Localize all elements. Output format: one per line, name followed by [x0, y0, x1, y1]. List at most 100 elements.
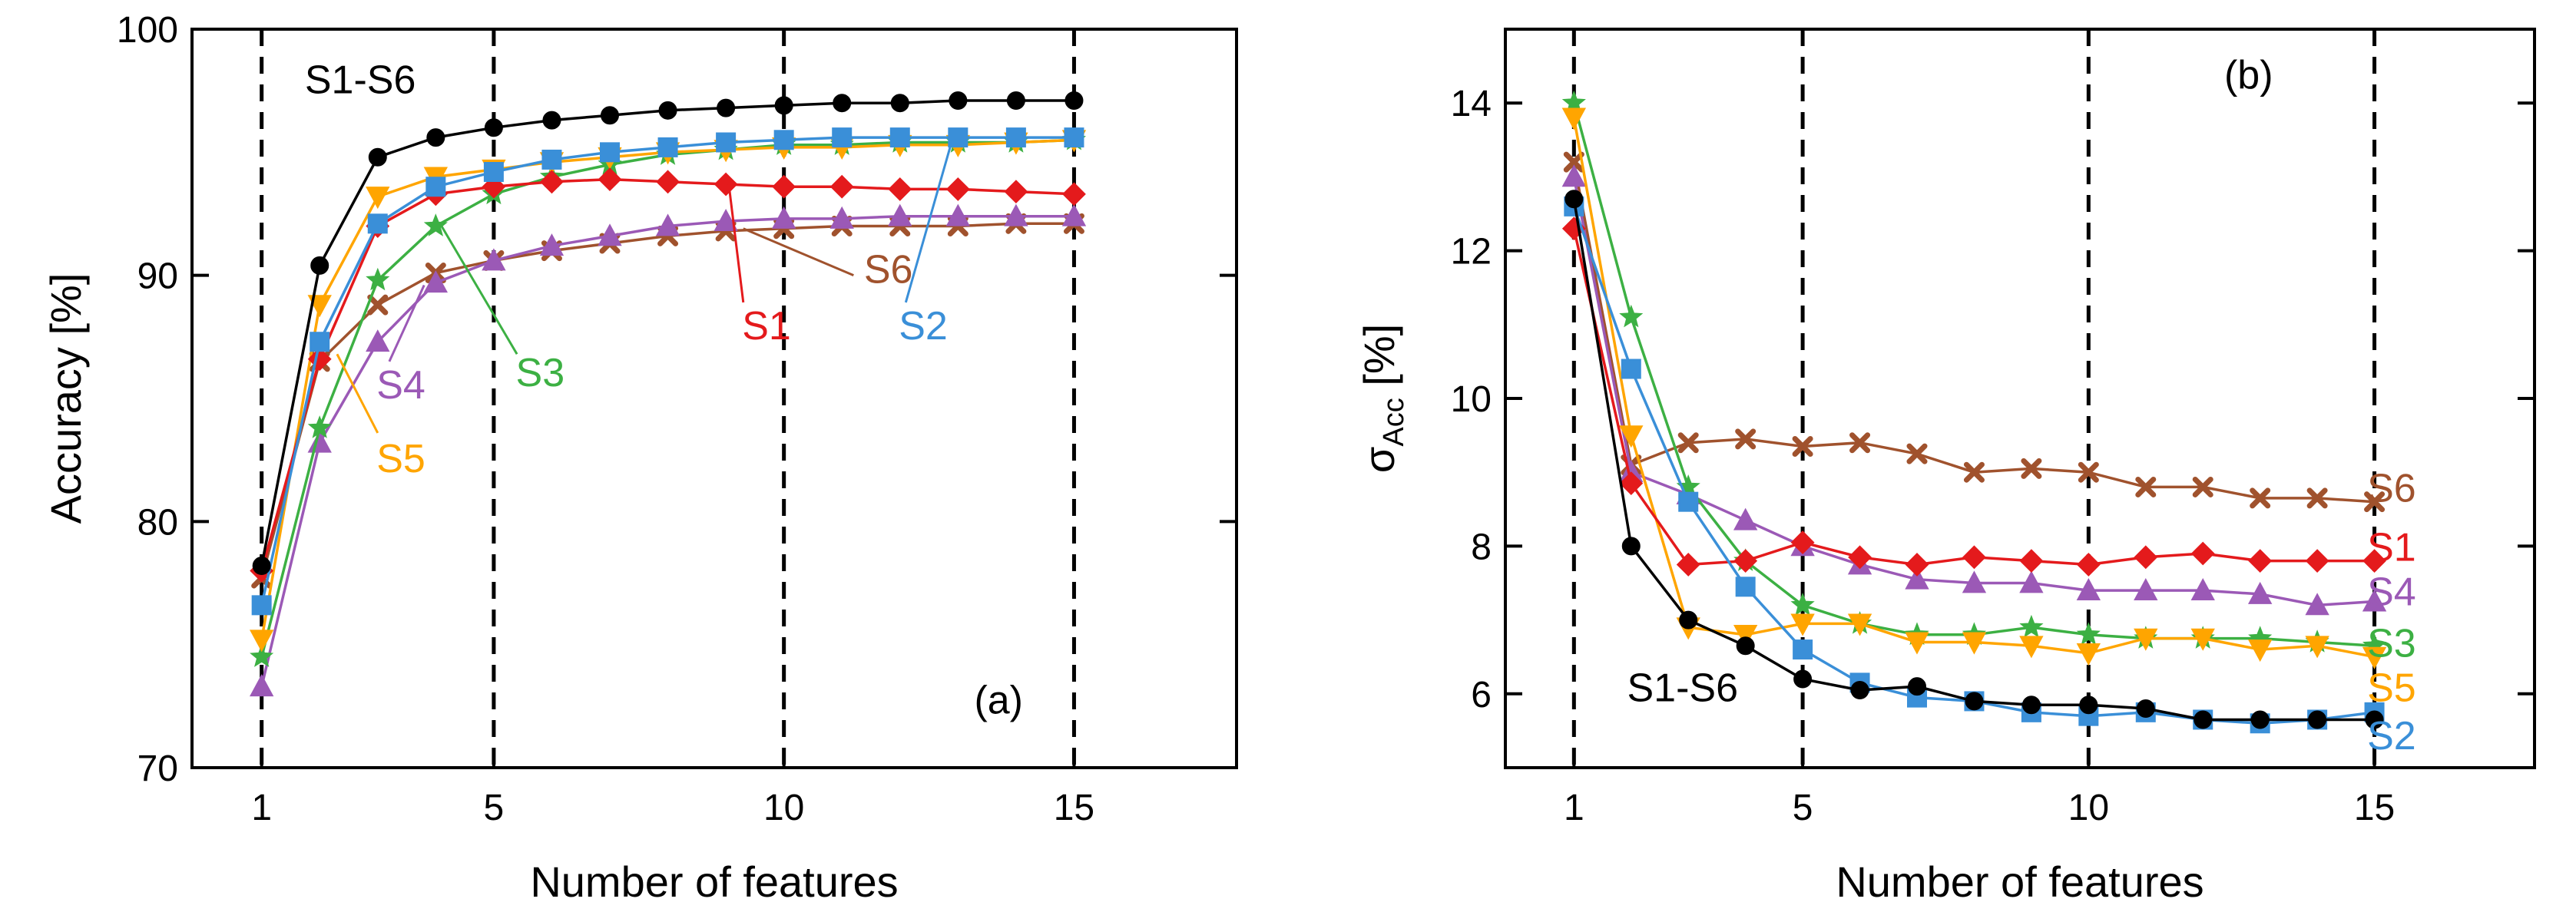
y-tick-label: 10	[1451, 379, 1492, 420]
data-point-s3	[1619, 304, 1644, 328]
y-tick-label: 100	[117, 10, 178, 51]
data-point-s4	[714, 209, 738, 232]
data-point-s5	[2076, 643, 2101, 666]
data-point-s1	[598, 167, 622, 192]
x-axis-label: Number of features	[1836, 857, 2204, 906]
data-point-s1	[1004, 180, 1028, 204]
series-annotation-s2: S2	[2367, 714, 2416, 758]
data-point-s1-s6	[2136, 699, 2155, 719]
y-tick-label: 6	[1471, 675, 1492, 715]
data-point-s5	[2247, 639, 2273, 663]
series-markers-s2	[251, 127, 1084, 616]
data-point-s1	[714, 172, 738, 197]
series-line-s4	[1572, 177, 2375, 607]
data-point-s1	[2248, 549, 2273, 573]
series-annotation-s1: S1	[742, 304, 791, 349]
data-point-s6	[1792, 436, 1813, 458]
data-point-s5	[366, 187, 390, 210]
data-point-s6	[1563, 151, 1584, 173]
data-point-s3	[2076, 622, 2101, 646]
data-point-s3	[423, 213, 448, 236]
data-point-s2	[600, 142, 620, 163]
data-point-s5	[2362, 646, 2387, 669]
data-point-s4	[2305, 593, 2329, 616]
data-point-s1	[1905, 553, 1929, 577]
data-point-s1-s6	[601, 106, 619, 125]
data-point-s1-s6	[2079, 696, 2098, 715]
series-annotation-s1-s6: S1-S6	[305, 58, 416, 102]
data-point-s4	[2134, 578, 2158, 601]
data-point-s2	[889, 127, 910, 148]
series-annotation-s3: S3	[516, 351, 565, 395]
data-point-s1	[1676, 553, 1700, 577]
data-point-s5	[249, 629, 274, 653]
leader-line-s2	[904, 139, 954, 303]
data-point-s1-s6	[542, 111, 561, 130]
data-point-s2	[1621, 359, 1641, 379]
data-point-s1-s6	[890, 94, 909, 113]
leader-line-s5	[336, 353, 379, 434]
y-tick-label: 70	[137, 748, 178, 789]
panel-label: (b)	[2224, 53, 2273, 97]
data-point-s1-s6	[1065, 91, 1084, 110]
data-point-s6	[1735, 428, 1757, 450]
data-point-s1-s6	[2308, 710, 2327, 729]
data-point-s1-s6	[717, 98, 736, 117]
y-tick-label: 80	[137, 502, 178, 543]
data-point-s1	[2362, 549, 2386, 573]
series-markers-s5	[1561, 107, 2387, 669]
data-point-s6	[1906, 443, 1928, 464]
data-point-s4	[1004, 203, 1028, 226]
series-markers-s4	[249, 203, 1087, 697]
series-markers-s6	[1563, 151, 2386, 513]
data-point-s6	[2192, 476, 2213, 497]
data-point-s4	[2247, 581, 2273, 604]
data-point-s4	[482, 248, 506, 271]
data-point-s4	[366, 329, 390, 352]
data-point-s1	[772, 174, 796, 199]
data-point-s1	[945, 177, 970, 201]
leader-line-s3	[440, 225, 518, 355]
series-annotation-s4: S4	[376, 363, 425, 408]
series-annotation-s1: S1	[2367, 526, 2416, 570]
data-point-s1-s6	[1679, 610, 1698, 629]
data-point-s1	[540, 170, 564, 194]
x-tick-label: 1	[1564, 788, 1584, 828]
series-annotation-s3: S3	[2367, 622, 2416, 666]
data-point-s1	[656, 170, 680, 194]
data-point-s1-s6	[1736, 636, 1755, 656]
data-point-s2	[1005, 127, 1026, 148]
data-point-s1-s6	[1006, 91, 1025, 110]
x-tick-label: 5	[484, 788, 505, 828]
data-point-s1	[2305, 549, 2329, 573]
x-tick-label: 10	[763, 788, 804, 828]
data-point-s2	[310, 332, 330, 352]
series-annotation-s5: S5	[2367, 666, 2416, 710]
data-point-s2	[773, 130, 794, 150]
data-point-s1-s6	[368, 147, 387, 167]
data-point-s1-s6	[658, 101, 677, 120]
data-point-s4	[598, 223, 622, 246]
plot-frame	[190, 28, 1238, 769]
data-point-s4	[1905, 567, 1929, 590]
data-point-s1-s6	[252, 557, 271, 576]
data-point-s2	[832, 127, 853, 148]
data-point-s4	[307, 430, 332, 453]
data-point-s5	[1733, 624, 1758, 647]
data-point-s6	[2021, 458, 2042, 479]
series-annotation-s2: S2	[899, 304, 948, 349]
series-markers-s1-s6	[1564, 190, 2384, 729]
data-point-s1-s6	[310, 256, 329, 275]
data-point-s2	[251, 595, 272, 616]
data-point-s1-s6	[1965, 692, 1984, 711]
data-point-s4	[539, 233, 565, 256]
data-point-s2	[425, 177, 446, 197]
data-point-s1-s6	[1850, 680, 1869, 699]
data-point-s6	[367, 294, 389, 316]
data-point-s2	[1678, 491, 1699, 512]
panel-label: (a)	[974, 678, 1023, 722]
data-point-s2	[367, 213, 388, 234]
data-point-s1	[888, 177, 912, 201]
data-point-s3	[1790, 593, 1815, 616]
